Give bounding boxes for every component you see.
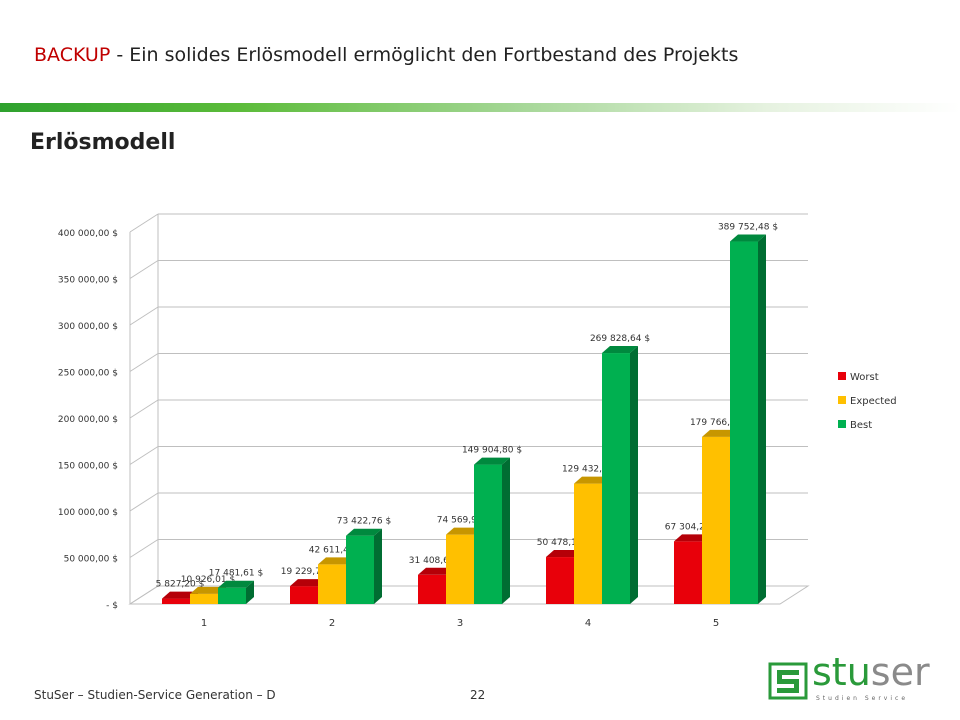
y-tick-label: 300 000,00 $ [58,322,118,332]
bar-best-4 [602,353,630,604]
data-label: 67 304,20 $ [665,522,719,532]
y-tick-label: 100 000,00 $ [58,508,118,518]
title-prefix: BACKUP [34,44,111,66]
data-label: 179 766,94 $ [690,418,750,428]
legend-swatch-worst [838,372,846,380]
x-tick-label: 1 [201,618,207,629]
gridline-side [129,213,159,233]
y-tick-label: 400 000,00 $ [58,229,118,239]
bar-expected-5 [702,436,730,604]
logo-wordmark-main: stu [812,650,871,694]
y-tick-label: 250 000,00 $ [58,369,118,379]
x-tick-label: 5 [713,618,719,629]
bar-side-best-2 [374,528,382,604]
bar-top-expected-5 [702,429,738,437]
x-tick-label: 4 [585,618,591,629]
bar-best-5 [730,241,758,604]
data-label: 17 481,61 $ [209,569,263,579]
y-tick-label: 200 000,00 $ [58,415,118,425]
gridline-side [129,306,159,326]
bar-top-best-3 [474,457,510,465]
bar-best-2 [346,535,374,604]
gridline-side [129,492,159,512]
legend-label-best: Best [850,420,872,431]
bar-top-expected-1 [190,586,226,594]
bar-top-expected-2 [318,557,354,565]
gridline-side [129,539,159,558]
data-label: 389 752,48 $ [718,223,778,233]
data-label: 10 926,01 $ [181,575,235,585]
bar-top-worst-4 [546,550,582,558]
logo-tagline: Studien Service [816,695,909,702]
bar-best-1 [218,587,246,604]
bar-expected-3 [446,534,474,604]
data-label: 269 828,64 $ [590,334,650,344]
data-label: 5 827,20 $ [156,580,205,590]
bar-top-best-4 [602,346,638,354]
slide-title: BACKUP - Ein solides Erlösmodell ermögli… [34,44,738,66]
bar-expected-4 [574,483,602,604]
bar-top-best-2 [346,528,382,536]
legend-swatch-best [838,420,846,428]
y-tick-label: - $ [106,601,118,611]
y-tick-label: 350 000,00 $ [58,276,118,286]
bar-top-worst-5 [674,534,710,542]
data-label: 19 229,77 $ [281,567,335,577]
footer-text: StuSer – Studien-Service Generation – D [34,688,276,702]
section-heading: Erlösmodell [30,130,176,155]
legend-label-worst: Worst [850,372,879,383]
bar-side-best-5 [758,234,766,604]
bar-worst-3 [418,574,446,604]
data-label: 74 569,99 $ [437,516,491,526]
bar-top-best-1 [218,580,254,588]
bar-top-expected-4 [574,476,610,484]
bar-expected-1 [190,593,218,604]
y-tick-label: 50 000,00 $ [64,555,118,565]
stuser-logo: stuser Studien Service [768,650,930,706]
bar-top-expected-3 [446,527,482,535]
gridline-side [129,260,159,279]
logo-wordmark: stuser [812,650,930,694]
data-label: 50 478,15 $ [537,538,591,548]
legend-label-expected: Expected [850,396,897,407]
gridline-side [129,353,159,372]
title-text: - Ein solides Erlösmodell ermöglicht den… [110,44,739,66]
bar-worst-2 [290,586,318,604]
bar-top-worst-2 [290,579,326,587]
stuser-logo-mark-icon [768,662,808,700]
legend-swatch-expected [838,396,846,404]
y-tick-label: 150 000,00 $ [58,462,118,472]
data-label: 31 408,62 $ [409,556,463,566]
bar-top-worst-1 [162,591,198,599]
bar-expected-2 [318,564,346,604]
bar-side-best-4 [630,346,638,604]
page-number: 22 [470,688,486,702]
bar-top-worst-3 [418,567,454,575]
bar-side-best-3 [502,457,510,604]
gridline-side [129,399,159,419]
title-underline-bar [0,103,960,112]
bar-worst-4 [546,557,574,604]
data-label: 42 611,42 $ [309,545,363,555]
bar-best-3 [474,464,502,604]
x-tick-label: 3 [457,618,463,629]
data-label: 73 422,76 $ [337,517,391,527]
bar-worst-1 [162,598,190,604]
x-tick-label: 2 [329,618,335,629]
bar-side-best-1 [246,580,254,604]
gridline-side [129,446,159,465]
logo-wordmark-accent: ser [870,650,930,694]
data-label: 149 904,80 $ [462,446,522,456]
data-label: 129 432,20 $ [562,465,622,475]
bar-top-best-5 [730,234,766,242]
bar-worst-5 [674,541,702,604]
